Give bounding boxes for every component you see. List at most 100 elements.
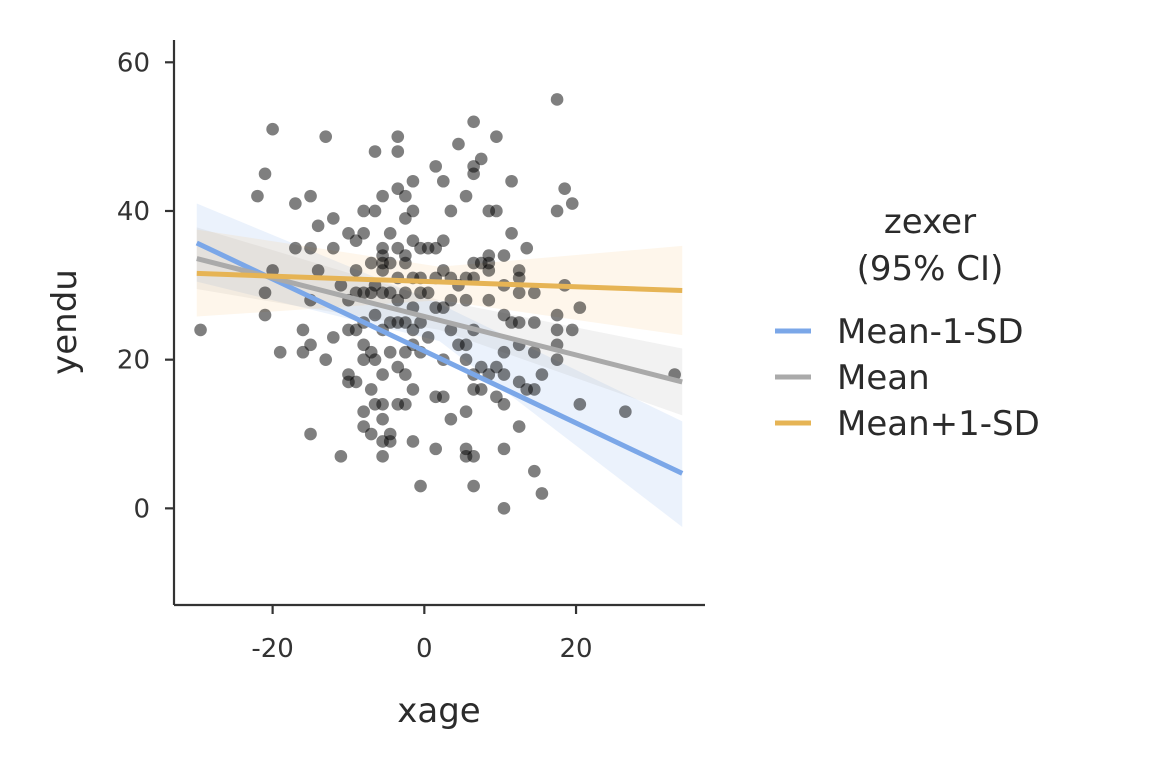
- axes: -20 0 20 0 20 40 60: [117, 40, 705, 664]
- data-point: [304, 427, 317, 441]
- data-point: [289, 197, 302, 210]
- data-point: [383, 226, 397, 240]
- data-point: [429, 160, 443, 173]
- data-point: [467, 115, 480, 129]
- data-point: [327, 241, 340, 255]
- data-point: [497, 442, 511, 456]
- data-point: [289, 241, 302, 255]
- data-point: [406, 435, 420, 448]
- x-tick-label: -20: [251, 634, 293, 664]
- data-point: [368, 204, 382, 218]
- data-point: [452, 137, 465, 151]
- regression-line-2: [196, 270, 683, 294]
- data-point: [550, 353, 564, 366]
- data-point: [334, 279, 348, 292]
- data-point: [349, 375, 363, 389]
- data-point: [573, 301, 587, 314]
- legend-key-label: Mean-1-SD: [837, 312, 1024, 352]
- data-point: [459, 189, 473, 203]
- data-point: [444, 412, 458, 426]
- data-point: [467, 167, 480, 181]
- data-point: [436, 390, 450, 404]
- data-point: [357, 204, 370, 218]
- data-point: [528, 286, 541, 300]
- y-axis-title: yendu: [45, 269, 85, 375]
- data-point: [376, 397, 389, 411]
- data-point: [311, 219, 325, 233]
- data-point: [528, 383, 541, 396]
- data-point: [399, 397, 412, 411]
- legend-title-line2: (95% CI): [857, 249, 1004, 289]
- data-point: [304, 241, 317, 255]
- data-point: [364, 427, 378, 441]
- data-point: [512, 420, 526, 433]
- data-point: [327, 212, 340, 225]
- y-tick-label: 0: [133, 494, 150, 524]
- data-point: [327, 331, 340, 344]
- data-point: [266, 122, 279, 136]
- data-point: [444, 293, 458, 307]
- data-point: [467, 450, 480, 463]
- data-point: [497, 397, 511, 411]
- data-point: [334, 450, 348, 463]
- data-point: [391, 130, 405, 143]
- data-point: [421, 286, 435, 300]
- data-point: [376, 450, 389, 463]
- data-point: [399, 256, 412, 270]
- data-point: [497, 345, 511, 359]
- data-point: [619, 405, 632, 419]
- y-tick-label: 20: [117, 346, 150, 376]
- legend: zexer (95% CI) Mean-1-SD Mean Mean+1-SD: [775, 202, 1040, 444]
- data-point: [565, 323, 579, 337]
- data-point: [376, 189, 389, 203]
- data-point: [558, 182, 571, 195]
- data-point: [550, 204, 564, 218]
- data-point: [550, 93, 564, 106]
- data-point: [490, 204, 503, 218]
- regression-line-1: [196, 256, 683, 385]
- data-point: [444, 323, 458, 337]
- data-point: [505, 226, 518, 240]
- data-point: [550, 323, 564, 337]
- data-point: [421, 331, 435, 344]
- y-ticks: 0 20 40 60: [117, 48, 174, 524]
- x-axis-title: xage: [397, 691, 480, 731]
- data-point: [482, 264, 496, 277]
- x-ticks: -20 0 20: [251, 605, 593, 664]
- data-point: [319, 353, 333, 366]
- data-point: [490, 130, 503, 143]
- data-point: [535, 368, 549, 381]
- data-point: [364, 256, 378, 270]
- data-point: [414, 479, 427, 493]
- data-point: [319, 130, 333, 143]
- legend-keys: Mean-1-SD Mean Mean+1-SD: [775, 312, 1040, 444]
- data-point: [304, 338, 317, 352]
- data-point: [194, 323, 207, 337]
- data-point: [459, 338, 473, 352]
- data-point: [459, 293, 473, 307]
- data-point: [368, 353, 382, 366]
- data-point: [311, 264, 325, 277]
- data-point: [467, 479, 480, 493]
- data-point: [296, 323, 310, 337]
- data-point: [304, 189, 317, 203]
- data-point: [399, 368, 412, 381]
- data-point: [383, 256, 397, 270]
- data-point: [505, 174, 518, 188]
- data-point: [383, 345, 397, 359]
- data-point: [391, 145, 405, 158]
- data-point: [474, 152, 488, 166]
- data-point: [368, 145, 382, 158]
- data-point: [406, 174, 420, 188]
- data-point: [258, 167, 272, 181]
- legend-title-line1: zexer: [884, 202, 976, 242]
- data-point: [376, 412, 389, 426]
- data-point: [406, 383, 420, 396]
- data-point: [429, 442, 443, 456]
- data-point: [349, 264, 363, 277]
- x-tick-label: 20: [559, 634, 592, 664]
- legend-key-label: Mean+1-SD: [837, 404, 1040, 444]
- data-point: [474, 383, 488, 396]
- data-point: [573, 397, 587, 411]
